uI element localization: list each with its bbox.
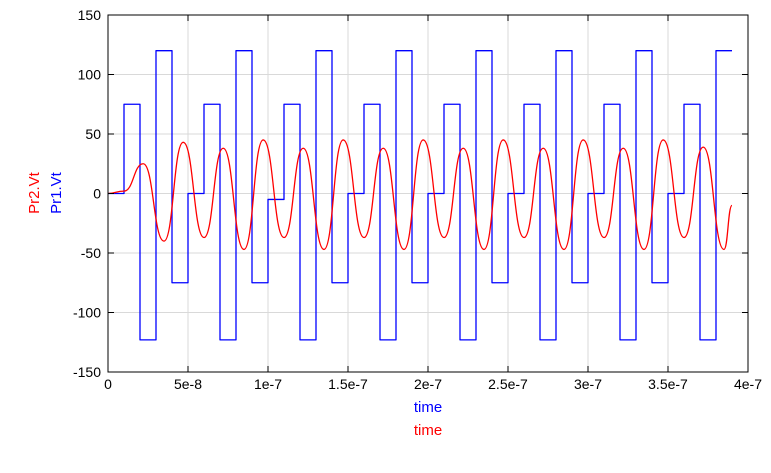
x-tick-label: 3.5e-7 <box>648 376 688 392</box>
x-tick-label: 0 <box>104 376 112 392</box>
x-tick-label: 2.5e-7 <box>488 376 528 392</box>
y-tick-label: 100 <box>78 67 102 83</box>
x-axis-label: time <box>414 399 442 416</box>
x-tick-label: 1.5e-7 <box>328 376 368 392</box>
y-tick-label: -50 <box>81 245 101 261</box>
y-tick-label: 0 <box>93 186 101 202</box>
series-layer <box>107 50 733 341</box>
y-tick-label: -150 <box>73 364 101 380</box>
y-tick-label: 50 <box>85 126 101 142</box>
y-axis-label-pr1: Pr1.Vt <box>48 171 65 214</box>
y-tick-label: 150 <box>78 7 102 23</box>
x-tick-label: 4e-7 <box>734 376 762 392</box>
x-tick-label: 2e-7 <box>414 376 442 392</box>
x-tick-label: 1e-7 <box>254 376 282 392</box>
y-tick-label: -100 <box>73 305 101 321</box>
axis-ticks: 0 5e-8 1e-7 1.5e-7 2e-7 2.5e-7 3e-7 3.5e-7 4e-7 -… <box>73 7 762 392</box>
series-line-pr2-vt <box>107 139 733 251</box>
x-tick-label: 5e-8 <box>174 376 202 392</box>
series-line-pr1-vt <box>108 50 732 341</box>
x-axis-label-2: time <box>414 422 442 439</box>
y-axis-label-pr2: Pr2.Vt <box>26 171 43 214</box>
x-tick-label: 3e-7 <box>574 376 602 392</box>
